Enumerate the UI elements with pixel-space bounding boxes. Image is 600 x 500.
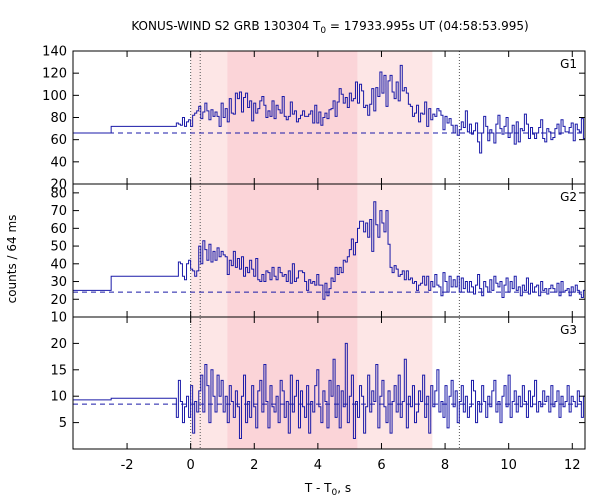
x-tick-label: 12 [564,458,581,473]
x-tick-label: 8 [441,458,449,473]
y-tick-label: 10 [50,311,67,326]
y-tick-label: 20 [50,337,67,352]
x-tick-label: 0 [187,458,195,473]
panel-frames [72,50,586,450]
y-tick-label: 80 [50,111,67,126]
y-tick-label: 120 [42,67,67,82]
y-tick-label: 40 [50,155,67,170]
panel-label-g3: G3 [560,323,577,337]
panel-g3: 5 10 15 20 G3 [50,323,585,439]
x-tick-label: 6 [377,458,385,473]
y-tick-label: 60 [50,222,67,237]
y-tick-label: 70 [50,204,67,219]
y-tick-label: 140 [42,45,67,60]
y-tick-label: 20 [50,178,67,193]
y-tick-label: 100 [42,89,67,104]
panel-frame-g3 [72,316,586,450]
shaded-region-2 [357,51,433,449]
panel-g1: 20 40 60 80 100 120 140 G1 [42,45,585,193]
light-curve-g3 [73,342,585,439]
panel-label-g1: G1 [560,57,577,71]
panel-g2: 10 20 30 40 50 60 70 80 G2 [50,186,585,326]
chart-title: KONUS-WIND S2 GRB 130304 T0 = 17933.995s… [131,19,528,36]
y-axis-title: counts / 64 ms [5,215,19,304]
x-tick-label: 2 [250,458,258,473]
x-tick-label: 10 [500,458,517,473]
y-tick-label: 20 [50,293,67,308]
y-tick-label: 40 [50,257,67,272]
y-tick-label: 15 [50,363,67,378]
light-curve-g1 [73,64,585,154]
time-markers [190,51,460,449]
y-tick-label: 10 [50,390,67,405]
panel-label-g2: G2 [560,190,577,204]
light-curve-g2 [73,201,585,300]
y-tick-label: 5 [59,416,67,431]
y-tick-label: 50 [50,240,67,255]
x-axis-title: T - T0, s [304,481,351,498]
x-tick-label: 4 [314,458,322,473]
light-curve-panels: 20 40 60 80 100 120 140 G1 10 20 30 40 50 60 70 80 G2 5 10… [42,45,585,439]
x-axis: -2 0 2 4 6 8 10 12 [121,458,581,473]
y-tick-label: 80 [50,186,67,201]
y-tick-label: 60 [50,133,67,148]
x-tick-label: -2 [121,458,134,473]
y-tick-label: 30 [50,275,67,290]
